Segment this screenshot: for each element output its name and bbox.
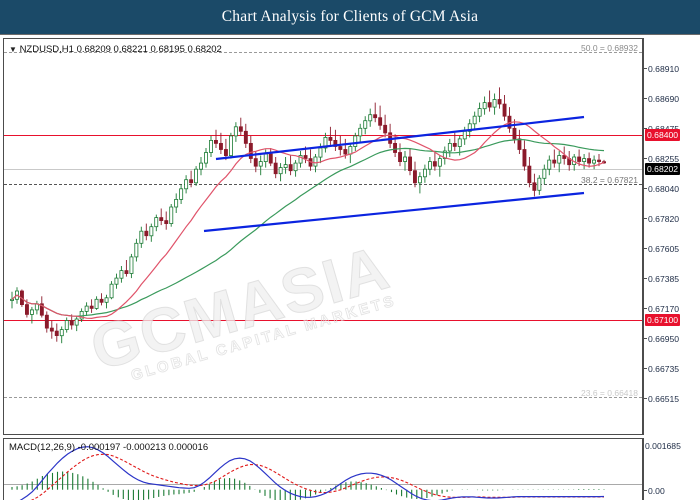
price-candlestick-canvas xyxy=(10,87,606,344)
price-tag-red: 0.68400 xyxy=(645,129,681,141)
price-tick: 0.67385 xyxy=(643,273,679,284)
symbol-header[interactable]: ▼ NZDUSD,H1 0.68209 0.68221 0.68195 0.68… xyxy=(9,44,222,55)
price-tick: 0.66735 xyxy=(643,363,679,374)
price-tag-black: 0.68202 xyxy=(645,163,681,175)
window-title-bar: Chart Analysis for Clients of GCM Asia xyxy=(0,0,700,34)
price-tick: 0.68910 xyxy=(643,63,679,74)
macd-tick: 0.00 xyxy=(643,485,665,496)
chart-shell: GCMASIA GLOBAL CAPITAL MARKETS 50.0 = 0.… xyxy=(0,34,700,500)
price-tag-red: 0.67100 xyxy=(645,314,681,326)
price-tick: 0.68690 xyxy=(643,93,679,104)
price-tick: 0.68255 xyxy=(643,153,679,164)
fib-level-50-label: 50.0 = 0.68932 xyxy=(581,43,638,53)
price-plot-panel[interactable]: GCMASIA GLOBAL CAPITAL MARKETS 50.0 = 0.… xyxy=(3,38,643,435)
price-tick: 0.68475 xyxy=(643,123,679,134)
price-tick: 0.67605 xyxy=(643,243,679,254)
fib-level-236-label: 23.6 = 0.66418 xyxy=(581,388,638,398)
page-title: Chart Analysis for Clients of GCM Asia xyxy=(221,8,479,25)
price-tick: 0.67170 xyxy=(643,303,679,314)
symbol-header-text: NZDUSD,H1 0.68209 0.68221 0.68195 0.6820… xyxy=(19,44,222,55)
fib-level-382-label: 38.2 = 0.67821 xyxy=(581,175,638,185)
price-axis[interactable]: 0.68910 0.68690 0.68475 0.68255 0.68040 0.678… xyxy=(643,38,700,500)
macd-axis-line xyxy=(643,438,644,500)
macd-canvas xyxy=(11,446,605,500)
macd-header: MACD(12,26,9) -0.000197 -0.000213 0.0000… xyxy=(9,442,208,453)
price-axis-line xyxy=(643,38,644,435)
price-tick: 0.68040 xyxy=(643,183,679,194)
price-tick: 0.66950 xyxy=(643,333,679,344)
macd-panel[interactable]: MACD(12,26,9) -0.000197 -0.000213 0.0000… xyxy=(3,438,643,500)
macd-header-text: MACD(12,26,9) -0.000197 -0.000213 0.0000… xyxy=(9,442,209,453)
price-tick: 0.67820 xyxy=(643,213,679,224)
chevron-down-icon[interactable]: ▼ xyxy=(9,45,17,54)
price-tick: 0.66515 xyxy=(643,393,679,404)
macd-tick: 0.001685 xyxy=(645,440,681,451)
